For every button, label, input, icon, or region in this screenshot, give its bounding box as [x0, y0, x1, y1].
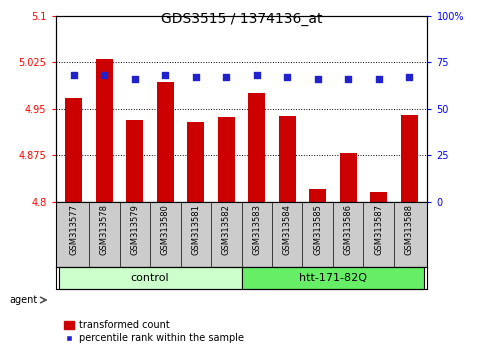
- Bar: [370, 193, 387, 202]
- Text: GSM313579: GSM313579: [130, 204, 139, 255]
- Text: GSM313583: GSM313583: [252, 204, 261, 255]
- Point: [375, 76, 383, 82]
- Bar: [187, 122, 204, 202]
- Point: [161, 73, 169, 78]
- Text: GSM313587: GSM313587: [374, 204, 383, 255]
- Bar: [66, 98, 82, 202]
- Text: GSM313578: GSM313578: [100, 204, 109, 255]
- Text: GSM313581: GSM313581: [191, 204, 200, 255]
- Bar: [127, 120, 143, 202]
- Text: GDS3515 / 1374136_at: GDS3515 / 1374136_at: [161, 12, 322, 27]
- Point: [222, 74, 230, 80]
- Point: [100, 73, 108, 78]
- Bar: [58, 267, 242, 289]
- Text: htt-171-82Q: htt-171-82Q: [299, 273, 367, 283]
- Text: GSM313580: GSM313580: [161, 204, 170, 255]
- Text: agent: agent: [10, 295, 38, 305]
- Text: GSM313585: GSM313585: [313, 204, 322, 255]
- Text: GSM313588: GSM313588: [405, 204, 413, 255]
- Bar: [96, 59, 113, 202]
- Bar: [218, 117, 235, 202]
- Bar: [248, 93, 265, 202]
- Point: [344, 76, 352, 82]
- Bar: [279, 116, 296, 202]
- Bar: [340, 153, 356, 202]
- Bar: [242, 267, 425, 289]
- Bar: [309, 189, 326, 202]
- Bar: [157, 82, 174, 202]
- Text: GSM313584: GSM313584: [283, 204, 292, 255]
- Point: [405, 74, 413, 80]
- Text: GSM313586: GSM313586: [344, 204, 353, 255]
- Text: control: control: [131, 273, 170, 283]
- Text: GSM313582: GSM313582: [222, 204, 231, 255]
- Point: [131, 76, 139, 82]
- Point: [253, 73, 261, 78]
- Point: [192, 74, 199, 80]
- Point: [70, 73, 78, 78]
- Bar: [401, 115, 417, 202]
- Point: [284, 74, 291, 80]
- Legend: transformed count, percentile rank within the sample: transformed count, percentile rank withi…: [60, 316, 248, 347]
- Text: GSM313577: GSM313577: [70, 204, 78, 255]
- Point: [314, 76, 322, 82]
